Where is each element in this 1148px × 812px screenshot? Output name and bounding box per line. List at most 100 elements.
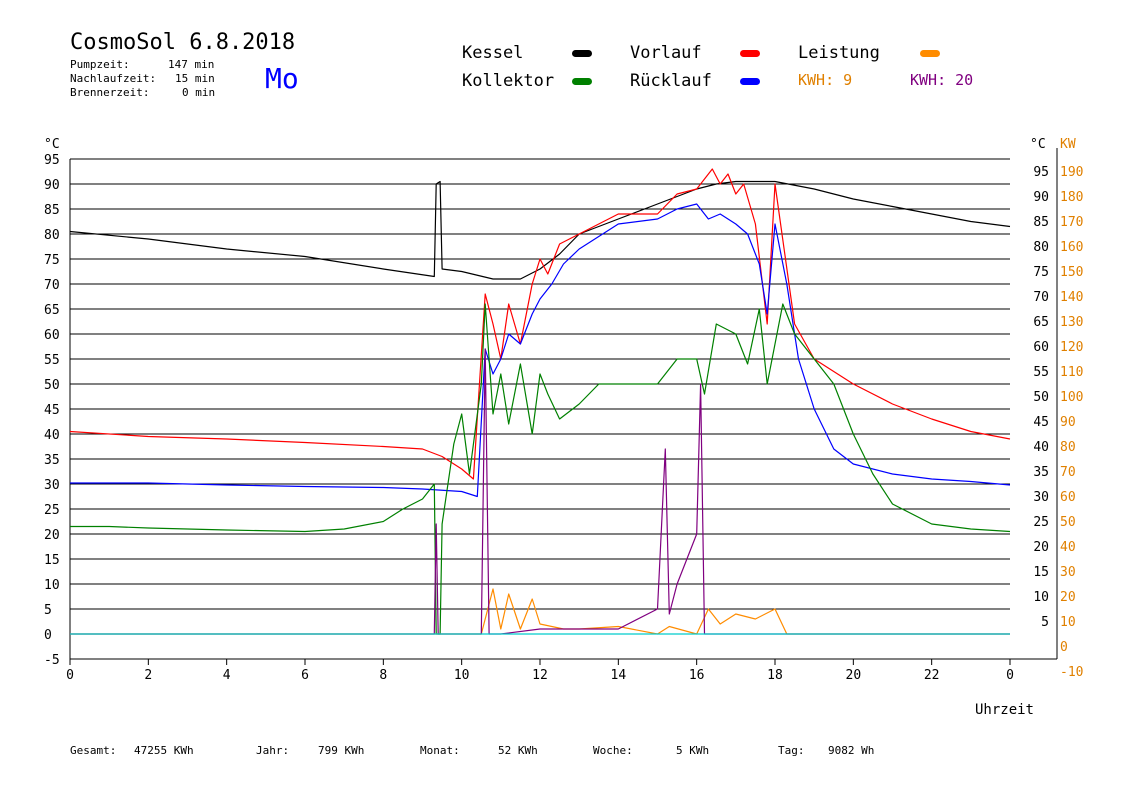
- footer-tag-label: Tag:: [778, 744, 805, 757]
- footer-monat-label: Monat:: [420, 744, 460, 757]
- y-tick-label-left: 65: [44, 303, 60, 318]
- footer-monat-value: 52 KWh: [498, 744, 538, 757]
- y-tick-label-right-kw: 70: [1060, 465, 1076, 480]
- y-tick-label-left: 55: [44, 353, 60, 368]
- y-tick-label-right-kw: 160: [1060, 240, 1083, 255]
- legend-kwh2-label: KWH: 20: [910, 71, 974, 89]
- y-tick-label-right-temp: 15: [1033, 565, 1049, 580]
- footer-gesamt-value: 47255 KWh: [134, 744, 194, 757]
- y-tick-label-left: 30: [44, 478, 60, 493]
- y-tick-label-left: 45: [44, 403, 60, 418]
- footer-tag-value: 9082 Wh: [828, 744, 875, 757]
- legend-kollektor-label: Kollektor: [462, 71, 555, 91]
- y-axis-label-right-kw: KW: [1060, 137, 1076, 152]
- y-tick-label-right-temp: 95: [1033, 165, 1049, 180]
- y-tick-label-right-kw: 60: [1060, 490, 1076, 505]
- legend-kwh1-label: KWH: 9: [798, 71, 853, 89]
- y-tick-label-right-kw: 130: [1060, 315, 1083, 330]
- y-tick-label-left: 75: [44, 253, 60, 268]
- series-line-leistung: [70, 588, 1010, 635]
- y-tick-label-left: 70: [44, 278, 60, 293]
- y-axis-label-left: °C: [44, 137, 60, 152]
- y-tick-label-right-kw: 20: [1060, 590, 1076, 605]
- y-tick-label-right-kw: 140: [1060, 290, 1083, 305]
- legend-kessel-label: Kessel: [462, 43, 524, 63]
- y-tick-label-right-kw: 0: [1060, 640, 1068, 655]
- y-tick-label-right-kw: 180: [1060, 190, 1083, 205]
- y-tick-label-right-temp: 20: [1033, 540, 1049, 555]
- y-tick-label-right-kw: 80: [1060, 440, 1076, 455]
- legend-kollektor-swatch: [572, 78, 592, 85]
- legend-ruecklauf-swatch: [740, 78, 760, 85]
- y-tick-label-left: 90: [44, 178, 60, 193]
- y-tick-label-left: 10: [44, 578, 60, 593]
- y-tick-label-right-kw: 50: [1060, 515, 1076, 530]
- stat-value-pumpzeit: 147 min: [168, 58, 215, 71]
- footer-gesamt-label: Gesamt:: [70, 744, 117, 757]
- y-tick-label-left: -5: [44, 653, 60, 668]
- y-tick-label-right-kw: 40: [1060, 540, 1076, 555]
- stat-value-brennerzeit: 0 min: [182, 86, 216, 99]
- y-tick-label-right-kw: 190: [1060, 165, 1083, 180]
- stat-value-nachlaufzeit: 15 min: [175, 72, 215, 85]
- chart-title: CosmoSol 6.8.2018: [70, 30, 296, 55]
- y-tick-label-right-kw: 100: [1060, 390, 1083, 405]
- y-tick-label-left: 50: [44, 378, 60, 393]
- y-tick-label-right-temp: 40: [1033, 440, 1049, 455]
- y-tick-label-right-temp: 5: [1041, 615, 1049, 630]
- legend-vorlauf-label: Vorlauf: [630, 43, 702, 63]
- stat-label-nachlaufzeit: Nachlaufzeit:: [70, 72, 157, 85]
- y-axis-label-right-temp: °C: [1030, 137, 1046, 152]
- legend-ruecklauf-label: Rücklauf: [630, 71, 712, 91]
- footer-jahr-label: Jahr:: [256, 744, 290, 757]
- y-tick-label-right-temp: 45: [1033, 415, 1049, 430]
- y-tick-label-right-kw: 150: [1060, 265, 1083, 280]
- y-tick-label-left: 95: [44, 153, 60, 168]
- y-tick-label-right-kw: -10: [1060, 665, 1083, 680]
- legend-leistung-label: Leistung: [798, 43, 880, 63]
- y-tick-label-right-temp: 85: [1033, 215, 1049, 230]
- series-line-ruecklauf: [70, 203, 1011, 498]
- y-tick-label-left: 80: [44, 228, 60, 243]
- y-tick-label-right-kw: 170: [1060, 215, 1083, 230]
- y-tick-label-right-temp: 10: [1033, 590, 1049, 605]
- footer-jahr-value: 799 KWh: [318, 744, 365, 757]
- series-line-vorlauf: [69, 168, 1011, 480]
- y-tick-label-right-temp: 25: [1033, 515, 1049, 530]
- x-tick-label: 8: [379, 668, 387, 683]
- x-tick-label: 20: [846, 668, 862, 683]
- footer-woche-label: Woche:: [593, 744, 633, 757]
- x-tick-label: 16: [689, 668, 705, 683]
- legend-vorlauf-swatch: [740, 50, 760, 57]
- y-tick-label-right-kw: 110: [1060, 365, 1083, 380]
- y-tick-label-right-temp: 65: [1033, 315, 1049, 330]
- y-tick-label-right-temp: 80: [1033, 240, 1049, 255]
- x-axis-label: Uhrzeit: [975, 702, 1034, 718]
- y-tick-label-left: 20: [44, 528, 60, 543]
- y-tick-label-right-temp: 90: [1033, 190, 1049, 205]
- y-tick-label-right-temp: 50: [1033, 390, 1049, 405]
- y-tick-label-right-temp: 75: [1033, 265, 1049, 280]
- stat-label-brennerzeit: Brennerzeit:: [70, 86, 150, 99]
- legend-kessel-swatch: [572, 50, 592, 57]
- y-tick-label-right-temp: 55: [1033, 365, 1049, 380]
- footer-woche-value: 5 KWh: [676, 744, 710, 757]
- x-tick-label: 10: [454, 668, 470, 683]
- y-tick-label-right-temp: 30: [1033, 490, 1049, 505]
- y-tick-label-left: 60: [44, 328, 60, 343]
- y-tick-label-left: 35: [44, 453, 60, 468]
- series-line-kessel: [69, 180, 1011, 280]
- x-tick-label: 4: [223, 668, 231, 683]
- x-tick-label: 2: [144, 668, 152, 683]
- x-tick-label: 12: [532, 668, 548, 683]
- weekday-label: Mo: [265, 62, 299, 95]
- stat-label-pumpzeit: Pumpzeit:: [70, 58, 130, 71]
- x-tick-label: 18: [767, 668, 783, 683]
- y-tick-label-right-temp: 70: [1033, 290, 1049, 305]
- y-tick-label-left: 40: [44, 428, 60, 443]
- y-tick-label-right-temp: 35: [1033, 465, 1049, 480]
- x-tick-label: 14: [611, 668, 627, 683]
- y-tick-label-right-temp: 60: [1033, 340, 1049, 355]
- x-tick-label: 22: [924, 668, 940, 683]
